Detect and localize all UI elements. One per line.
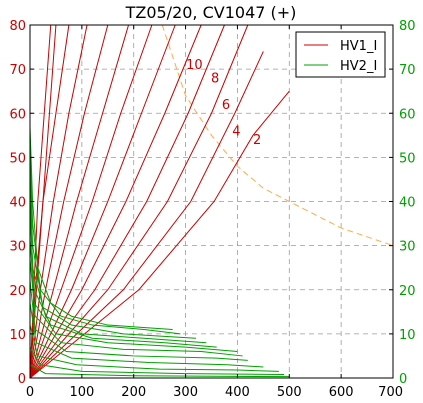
hv2-curve-15: [29, 166, 196, 339]
hv1-curve-2: [29, 24, 70, 379]
chart-title: TZ05/20, CV1047 (+): [125, 3, 297, 22]
y-tick-label-left: 40: [9, 196, 26, 211]
y-tick-label-right: 80: [399, 19, 416, 34]
hv2-curve-22: [29, 324, 279, 372]
x-tick-label: 500: [277, 385, 302, 400]
series-layer: [29, 24, 290, 379]
curve-label: 6: [222, 98, 230, 113]
y-tick-label-left: 30: [9, 240, 26, 255]
x-tick-label: 0: [26, 385, 34, 400]
y-tick-label-right: 10: [399, 328, 416, 343]
hv1-curve-7: [29, 24, 176, 379]
x-tick-label: 600: [329, 385, 354, 400]
curve-label: 4: [232, 124, 240, 139]
x-tick-label: 200: [121, 385, 146, 400]
y-tick-label-left: 20: [9, 284, 26, 299]
y-tick-label-right: 70: [399, 63, 416, 78]
curve-label: 10: [186, 58, 203, 73]
x-tick-label: 400: [225, 385, 250, 400]
curve-label: 8: [211, 71, 219, 86]
legend-box: [295, 31, 386, 78]
limit-curve-layer: [161, 24, 394, 247]
hv2-curve-17: [29, 214, 217, 348]
hv1-curve-4: [29, 24, 109, 379]
y-tick-label-right: 0: [399, 372, 407, 387]
hv2-curve-21: [29, 302, 264, 368]
y-tick-label-right: 20: [399, 284, 416, 299]
hv1-curve-11: [29, 51, 264, 379]
y-tick-label-left: 10: [9, 328, 26, 343]
x-tick-label: 700: [378, 385, 403, 400]
power-limit-curve: [161, 24, 394, 247]
y-tick-label-left: 60: [9, 107, 26, 122]
hv2-curve-19: [29, 258, 243, 357]
y-tick-label-left: 70: [9, 63, 26, 78]
y-tick-label-right: 40: [399, 196, 416, 211]
x-tick-label: 100: [69, 385, 94, 400]
y-tick-label-left: 80: [9, 19, 26, 34]
y-tick-label-left: 50: [9, 151, 26, 166]
hv2-curve-14: [29, 144, 181, 335]
legend-label-hv1: HV1_I: [340, 39, 377, 54]
hv1-curve-12: [29, 90, 290, 379]
y-tick-label-right: 50: [399, 151, 416, 166]
y-tick-label-right: 30: [399, 240, 416, 255]
legend: HV1_I HV2_I: [295, 31, 386, 78]
y-tick-label-right: 60: [399, 107, 416, 122]
curve-label: 2: [253, 133, 261, 148]
x-tick-label: 300: [173, 385, 198, 400]
hv2-curve-23: [29, 346, 285, 375]
y-tick-label-left: 0: [18, 372, 26, 387]
hv1-curve-3: [29, 24, 88, 379]
hv1-curve-8: [29, 24, 202, 379]
legend-label-hv2: HV2_I: [340, 59, 377, 74]
hv2-curve-24: [29, 364, 290, 378]
hv2-curve-20: [29, 280, 248, 361]
